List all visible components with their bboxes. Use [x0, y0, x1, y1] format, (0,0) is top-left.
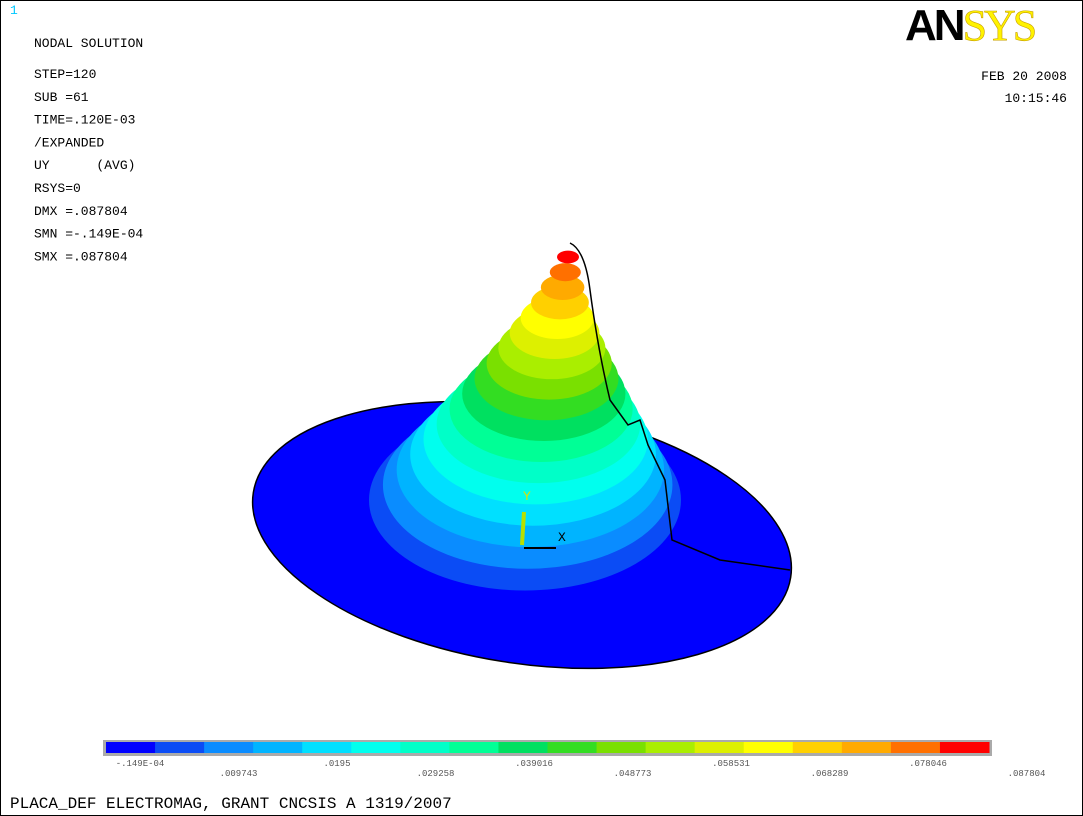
legend-label: .068289	[811, 769, 849, 779]
legend-swatch	[940, 742, 990, 753]
legend-swatch	[253, 742, 303, 753]
legend-label: -.149E-04	[116, 759, 165, 769]
legend-label: .039016	[515, 759, 553, 769]
legend-swatch	[548, 742, 598, 753]
info-line: SMN =-.149E-04	[34, 227, 143, 242]
contour-band	[557, 251, 579, 264]
info-line: UY (AVG)	[34, 158, 135, 173]
legend-swatch	[302, 742, 352, 753]
info-line: SUB =61	[34, 90, 89, 105]
legend-swatch	[695, 742, 745, 753]
legend-swatch	[744, 742, 794, 753]
logo-bold: AN	[905, 1, 963, 50]
legend-label: .048773	[614, 769, 652, 779]
ansys-window: 1 NODAL SOLUTION STEP=120 SUB =61 TIME=.12…	[0, 0, 1083, 816]
triad-x-label: X	[558, 530, 566, 545]
info-line: RSYS=0	[34, 181, 81, 196]
legend-swatch	[351, 742, 401, 753]
legend-swatch	[597, 742, 647, 753]
window-number: 1	[10, 3, 18, 18]
legend-label: .009743	[220, 769, 258, 779]
triad-y-axis	[522, 512, 524, 545]
contour-band	[550, 263, 581, 281]
date: FEB 20 2008	[981, 69, 1067, 84]
legend-label: .029258	[417, 769, 455, 779]
legend-label: .0195	[323, 759, 350, 769]
legend-swatch	[842, 742, 892, 753]
logo-light: SYS	[963, 1, 1035, 50]
time: 10:15:46	[1005, 91, 1067, 106]
legend-swatch	[400, 742, 450, 753]
info-line: DMX =.087804	[34, 204, 128, 219]
legend-swatch	[646, 742, 696, 753]
info-line: TIME=.120E-03	[34, 113, 135, 128]
legend-label: .087804	[1008, 769, 1046, 779]
plot-title: NODAL SOLUTION	[34, 36, 143, 51]
legend-swatch	[155, 742, 205, 753]
triad-y-label: Y	[523, 489, 531, 504]
legend-swatch	[891, 742, 941, 753]
legend-label: .058531	[712, 759, 750, 769]
footer: PLACA_DEF ELECTROMAG, GRANT CNCSIS A 131…	[10, 795, 452, 813]
legend-swatch	[498, 742, 548, 753]
legend-swatch	[204, 742, 254, 753]
legend-swatch	[449, 742, 499, 753]
info-line: STEP=120	[34, 67, 96, 82]
page: {"window_number": "1", "header": {"title…	[0, 0, 1083, 816]
legend-label: .078046	[909, 759, 947, 769]
info-line: /EXPANDED	[34, 135, 104, 150]
logo: ANSYS	[905, 1, 1035, 50]
legend-swatch	[793, 742, 843, 753]
legend-swatch	[106, 742, 156, 753]
info-line: SMX =.087804	[34, 249, 128, 264]
